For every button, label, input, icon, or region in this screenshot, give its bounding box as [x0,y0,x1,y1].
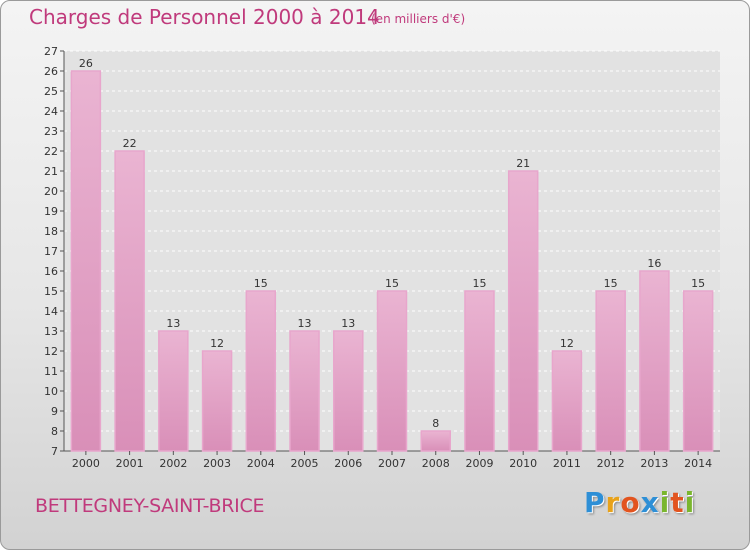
y-tick-label: 14 [44,305,58,318]
y-tick-label: 23 [44,125,58,138]
x-tick-label: 2009 [465,457,493,470]
y-tick-label: 8 [51,425,58,438]
logo-letter: P [584,486,606,519]
x-tick-label: 2004 [247,457,275,470]
logo-letter: r [605,486,621,519]
bar [114,150,145,452]
y-tick-label: 20 [44,185,58,198]
y-tick-label: 12 [44,345,58,358]
proxiti-logo: Proxiti [584,486,695,519]
chart-title: Charges de Personnel 2000 à 2014 [29,5,380,29]
x-tick-label: 2010 [509,457,537,470]
bar [70,70,102,452]
bar [595,290,626,452]
x-tick-label: 2000 [72,457,100,470]
bar [507,170,539,452]
logo-letter: x [640,486,660,519]
y-tick-label: 16 [44,265,58,278]
y-tick-label: 17 [44,245,58,258]
bar [158,330,189,452]
data-label: 15 [691,277,705,290]
y-tick-label: 24 [44,105,58,118]
y-tick-label: 21 [44,165,58,178]
bar [245,290,277,452]
data-label: 15 [604,277,618,290]
commune-name: BETTEGNEY-SAINT-BRICE [35,495,265,517]
bar [551,350,583,452]
data-label: 13 [298,317,312,330]
data-label: 8 [432,417,439,430]
data-label: 26 [79,57,93,70]
data-label: 15 [254,277,268,290]
y-tick-label: 26 [44,65,58,78]
data-label: 21 [516,157,530,170]
x-tick-label: 2008 [422,457,450,470]
y-tick-label: 7 [51,445,58,458]
y-tick-label: 27 [44,45,58,58]
logo-letter: o [620,486,641,519]
data-label: 13 [341,317,355,330]
y-tick-label: 22 [44,145,58,158]
y-tick-label: 10 [44,385,58,398]
bar [333,330,364,452]
x-tick-label: 2013 [640,457,668,470]
y-tick-label: 18 [44,225,58,238]
data-label: 15 [472,277,486,290]
y-tick-label: 25 [44,85,58,98]
bar [639,270,670,452]
unit-note: (en milliers d'€) [371,12,466,26]
y-tick-label: 13 [44,325,58,338]
bar [289,330,320,452]
bar [376,290,408,452]
x-tick-label: 2014 [684,457,712,470]
y-tick-label: 9 [51,405,58,418]
x-tick-label: 2003 [203,457,231,470]
y-tick-label: 11 [44,365,58,378]
x-tick-label: 2002 [159,457,187,470]
bar [420,430,451,452]
x-tick-label: 2001 [116,457,144,470]
bar [201,350,233,452]
data-label: 22 [123,137,137,150]
logo-letter: i [659,486,671,519]
x-tick-label: 2006 [334,457,362,470]
y-tick-label: 15 [44,285,58,298]
bar [464,290,495,452]
data-label: 15 [385,277,399,290]
x-tick-label: 2005 [291,457,319,470]
logo-letter: i [684,486,696,519]
bar [682,290,714,452]
data-label: 12 [560,337,574,350]
x-tick-label: 2011 [553,457,581,470]
data-label: 13 [166,317,180,330]
logo-letter: t [670,486,685,519]
x-tick-label: 2012 [597,457,625,470]
data-label: 12 [210,337,224,350]
x-tick-label: 2007 [378,457,406,470]
data-label: 16 [647,257,661,270]
y-tick-label: 19 [44,205,58,218]
